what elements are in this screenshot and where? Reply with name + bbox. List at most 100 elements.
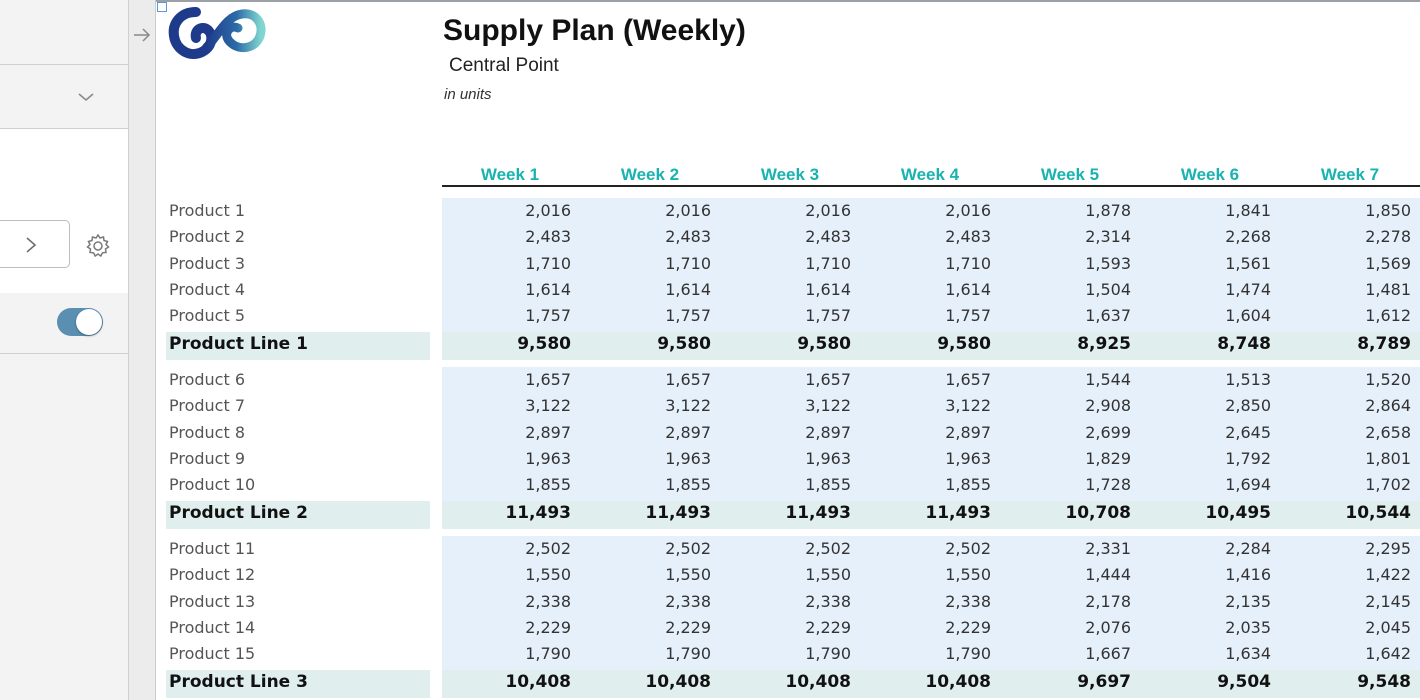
panel-collapse-strip[interactable] <box>129 0 156 700</box>
table-row[interactable]: Product 12 1,550 1,550 1,550 1,550 1,444 1,416… <box>0 562 1420 588</box>
cell-value: 2,864 <box>1365 396 1411 416</box>
cell-value: 1,520 <box>1365 370 1411 389</box>
cell-value: 1,634 <box>1225 644 1271 664</box>
total-value: 9,504 <box>1217 671 1271 692</box>
settings-toggle[interactable] <box>57 308 103 336</box>
cell-value: 1,544 <box>1085 370 1131 389</box>
cell-value: 1,569 <box>1365 253 1411 273</box>
row-label: Product 6 <box>169 370 246 389</box>
cell-value: 2,178 <box>1085 591 1131 611</box>
cell-value: 1,855 <box>525 475 571 495</box>
cell-value: 1,790 <box>945 644 991 664</box>
report-title: Supply Plan (Weekly) <box>443 14 746 47</box>
table-row[interactable]: Product 7 3,122 3,122 3,122 3,122 2,908 2,850 2… <box>0 393 1420 419</box>
cell-value: 2,076 <box>1085 617 1131 637</box>
table-row[interactable]: Product 13 2,338 2,338 2,338 2,338 2,178 2,135… <box>0 589 1420 615</box>
table-row[interactable]: Product 11 2,502 2,502 2,502 2,502 2,331 2,284… <box>0 536 1420 562</box>
settings-dropdown-row[interactable] <box>0 65 128 129</box>
total-value: 9,580 <box>937 333 991 354</box>
table-row[interactable]: Product 14 2,229 2,229 2,229 2,229 2,076 2,035… <box>0 615 1420 641</box>
total-label-background <box>166 500 430 529</box>
cell-value: 1,702 <box>1365 475 1411 495</box>
cell-value: 1,850 <box>1365 201 1411 220</box>
gear-icon[interactable] <box>84 232 112 260</box>
row-label: Product 15 <box>169 644 256 664</box>
selection-handle[interactable] <box>157 2 167 12</box>
group-values-background <box>442 198 1420 332</box>
cell-value: 1,841 <box>1225 201 1271 220</box>
cell-value: 2,908 <box>1085 396 1131 416</box>
total-value: 10,495 <box>1205 502 1271 523</box>
group-values-background <box>442 536 1420 670</box>
cell-value: 1,550 <box>665 565 711 585</box>
cell-value: 2,338 <box>665 591 711 611</box>
cell-value: 2,295 <box>1365 539 1411 558</box>
cell-value: 1,444 <box>1085 565 1131 585</box>
column-header: Week 5 <box>1040 165 1100 184</box>
table-row[interactable]: Product 3 1,710 1,710 1,710 1,710 1,593 1,561 1… <box>0 251 1420 277</box>
cell-value: 1,963 <box>525 448 571 468</box>
cell-value: 1,550 <box>525 565 571 585</box>
cell-value: 2,314 <box>1085 227 1131 247</box>
total-row[interactable]: Product Line 1 9,580 9,580 9,580 9,580 8,925 8… <box>0 332 1420 358</box>
table-row[interactable]: Product 2 2,483 2,483 2,483 2,483 2,314 2,268 2… <box>0 224 1420 250</box>
total-value: 9,580 <box>517 333 571 354</box>
cell-value: 1,710 <box>665 253 711 273</box>
cell-value: 2,645 <box>1225 422 1271 442</box>
cell-value: 2,268 <box>1225 227 1271 247</box>
cell-value: 1,422 <box>1365 565 1411 585</box>
cell-value: 2,016 <box>945 201 991 220</box>
cell-value: 1,855 <box>665 475 711 495</box>
cell-value: 1,963 <box>805 448 851 468</box>
cell-value: 1,757 <box>525 306 571 326</box>
cell-value: 1,855 <box>805 475 851 495</box>
total-value: 9,580 <box>797 333 851 354</box>
table-row[interactable]: Product 4 1,614 1,614 1,614 1,614 1,504 1,474 1… <box>0 277 1420 303</box>
cell-value: 2,229 <box>805 617 851 637</box>
row-label: Product 12 <box>169 565 256 585</box>
cell-value: 2,483 <box>805 227 851 247</box>
cell-value: 1,710 <box>945 253 991 273</box>
cell-value: 2,035 <box>1225 617 1271 637</box>
total-row[interactable]: Product Line 2 11,493 11,493 11,493 11,493 10… <box>0 501 1420 527</box>
total-values-background <box>442 669 1420 698</box>
table-row[interactable]: Product 9 1,963 1,963 1,963 1,963 1,829 1,792 1… <box>0 446 1420 472</box>
row-label: Product 10 <box>169 475 256 495</box>
total-value: 9,580 <box>657 333 711 354</box>
cell-value: 2,135 <box>1225 591 1271 611</box>
chevron-down-icon[interactable] <box>76 87 96 107</box>
cell-value: 2,016 <box>805 201 851 220</box>
chevron-right-icon[interactable] <box>21 235 41 255</box>
cell-value: 2,502 <box>805 539 851 558</box>
cell-value: 1,474 <box>1225 279 1271 299</box>
table-row[interactable]: Product 5 1,757 1,757 1,757 1,757 1,637 1,604 1… <box>0 303 1420 329</box>
cell-value: 2,483 <box>665 227 711 247</box>
cell-value: 1,614 <box>945 279 991 299</box>
cell-value: 2,229 <box>665 617 711 637</box>
cell-value: 1,593 <box>1085 253 1131 273</box>
cell-value: 2,145 <box>1365 591 1411 611</box>
cell-value: 1,694 <box>1225 475 1271 495</box>
cell-value: 1,790 <box>525 644 571 664</box>
cell-value: 1,642 <box>1365 644 1411 664</box>
cell-value: 1,416 <box>1225 565 1271 585</box>
cell-value: 1,612 <box>1365 306 1411 326</box>
row-label: Product 3 <box>169 253 246 273</box>
settings-navigator-input[interactable] <box>0 220 70 268</box>
total-row[interactable]: Product Line 3 10,408 10,408 10,408 10,408 9,… <box>0 670 1420 696</box>
table-row[interactable]: Product 8 2,897 2,897 2,897 2,897 2,699 2,645 2… <box>0 420 1420 446</box>
cell-value: 2,699 <box>1085 422 1131 442</box>
total-value: 10,544 <box>1345 502 1411 523</box>
arrow-right-icon[interactable] <box>132 24 152 46</box>
cell-value: 1,757 <box>665 306 711 326</box>
cell-value: 2,658 <box>1365 422 1411 442</box>
canvas-top-border <box>156 0 1420 2</box>
cell-value: 2,897 <box>805 422 851 442</box>
table-row[interactable]: Product 15 1,790 1,790 1,790 1,790 1,667 1,634… <box>0 641 1420 667</box>
table-row[interactable]: Product 1 2,016 2,016 2,016 2,016 1,878 1,841 1… <box>0 198 1420 224</box>
toggle-knob <box>76 309 102 335</box>
total-value: 10,408 <box>505 671 571 692</box>
table-row[interactable]: Product 6 1,657 1,657 1,657 1,657 1,544 1,513 1… <box>0 367 1420 393</box>
table-row[interactable]: Product 10 1,855 1,855 1,855 1,855 1,728 1,694… <box>0 472 1420 498</box>
cell-value: 1,667 <box>1085 644 1131 664</box>
